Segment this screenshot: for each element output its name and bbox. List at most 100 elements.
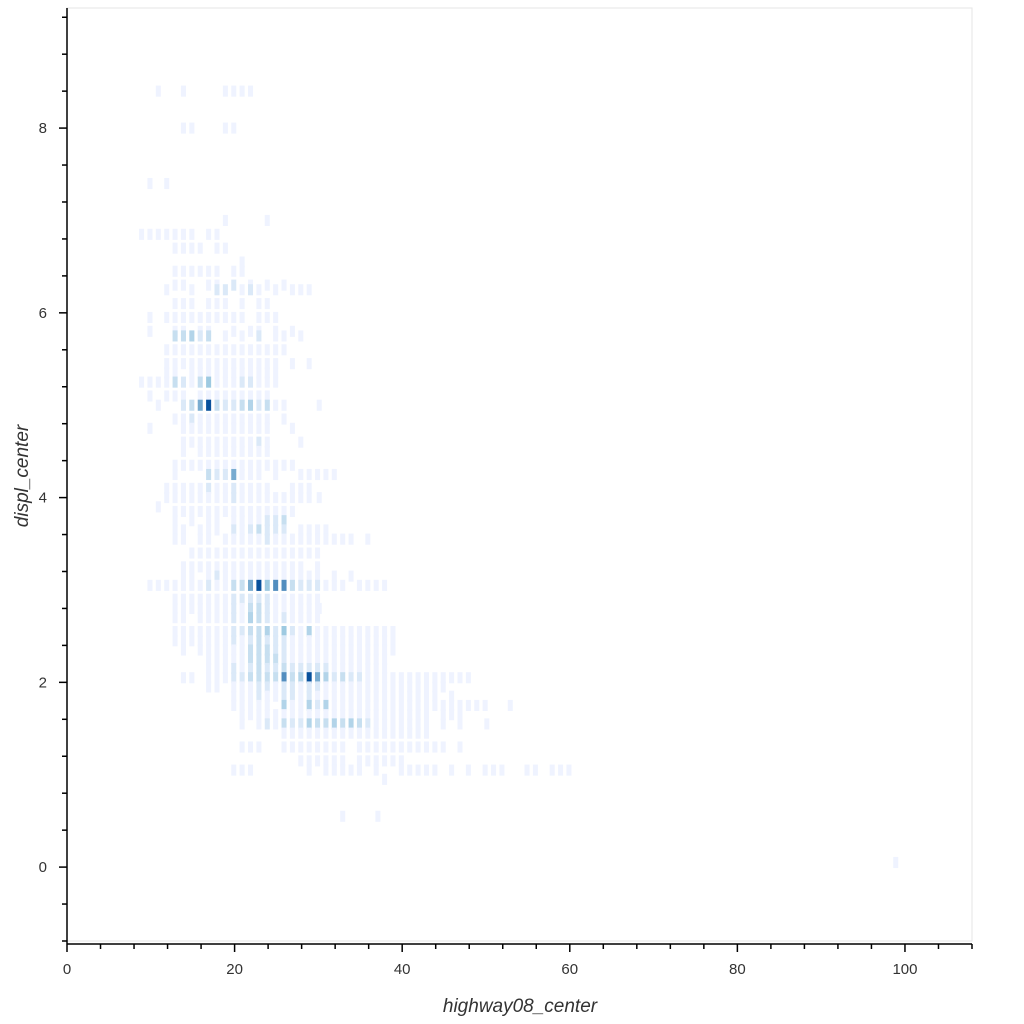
heatmap-cell <box>256 662 262 675</box>
heatmap-cell <box>206 492 212 504</box>
heatmap-cell <box>214 482 220 494</box>
heatmap-cell <box>365 718 371 730</box>
heatmap-cell <box>180 672 186 684</box>
heatmap-cell <box>340 653 346 665</box>
heatmap-cell <box>189 422 195 434</box>
heatmap-cell <box>256 358 262 370</box>
heatmap-cell <box>197 311 203 324</box>
heatmap-cell <box>239 681 245 693</box>
heatmap-cell <box>214 265 220 277</box>
heatmap-cell <box>382 653 388 665</box>
heatmap-cell <box>281 741 287 753</box>
heatmap-cell <box>289 533 295 545</box>
heatmap-cell <box>214 422 220 434</box>
heatmap-cell <box>180 445 186 457</box>
heatmap-cell <box>239 533 245 545</box>
heatmap-cell <box>365 635 371 647</box>
heatmap-cell <box>180 524 186 536</box>
heatmap-cell <box>432 690 438 702</box>
heatmap-cell <box>164 492 170 504</box>
heatmap-cell <box>197 242 203 254</box>
y-tick-label: 2 <box>39 674 47 691</box>
heatmap-cell <box>256 445 262 457</box>
heatmap-cell <box>356 718 362 730</box>
heatmap-cell <box>264 279 270 291</box>
heatmap-cell <box>348 672 354 684</box>
heatmap-cell <box>222 413 228 425</box>
heatmap-cell <box>373 741 379 753</box>
heatmap-cell <box>197 459 203 471</box>
heatmap-cell <box>172 612 178 624</box>
heatmap-cell <box>306 635 312 647</box>
heatmap-cell <box>231 422 237 434</box>
heatmap-cell <box>248 570 254 582</box>
heatmap-cell <box>281 505 287 517</box>
heatmap-cell <box>382 635 388 647</box>
heatmap-cell <box>231 344 237 356</box>
heatmap-cell <box>289 653 295 665</box>
heatmap-cell <box>172 279 178 291</box>
heatmap-cell <box>390 755 396 767</box>
heatmap-cell <box>189 570 195 582</box>
heatmap-cell <box>465 699 471 711</box>
heatmap-cell <box>180 492 186 504</box>
heatmap-cell <box>373 672 379 684</box>
heatmap-cell <box>164 367 170 379</box>
heatmap-cell <box>231 436 237 448</box>
heatmap-cell <box>222 376 228 388</box>
heatmap-cell <box>449 764 455 776</box>
heatmap-cell <box>180 436 186 448</box>
heatmap-cell <box>155 579 161 591</box>
heatmap-cell <box>214 626 220 638</box>
heatmap-cell <box>365 755 371 767</box>
heatmap-cell <box>248 515 254 527</box>
heatmap-cell <box>239 298 245 310</box>
heatmap-cell <box>306 612 312 624</box>
heatmap-cell <box>264 579 270 591</box>
heatmap-cell <box>222 399 228 411</box>
heatmap-cell <box>231 681 237 693</box>
heatmap-cell <box>214 547 220 559</box>
heatmap-cell <box>239 436 245 448</box>
heatmap-cell <box>281 699 287 711</box>
heatmap-cell <box>315 593 321 605</box>
heatmap-cell <box>356 699 362 711</box>
heatmap-cell <box>172 602 178 614</box>
heatmap-cell <box>180 122 186 134</box>
heatmap-cell <box>239 376 245 388</box>
heatmap-cell <box>340 635 346 647</box>
heatmap-cell <box>373 644 379 656</box>
heatmap-cell <box>231 376 237 388</box>
heatmap-cell <box>256 524 262 536</box>
heatmap-cell <box>189 265 195 277</box>
heatmap-cell <box>306 764 312 776</box>
heatmap-cell <box>273 602 279 614</box>
heatmap-cell <box>239 699 245 711</box>
heatmap-cell <box>298 436 304 448</box>
heatmap-cell <box>256 561 262 573</box>
heatmap-cell <box>306 468 312 481</box>
heatmap-cell <box>214 445 220 457</box>
heatmap-cell <box>206 662 212 675</box>
heatmap-cell <box>222 422 228 434</box>
heatmap-cell <box>206 422 212 434</box>
y-tick-label: 4 <box>39 490 47 507</box>
heatmap-cell <box>281 459 287 471</box>
heatmap-cell <box>231 612 237 624</box>
heatmap-cell <box>273 459 279 471</box>
heatmap-cell <box>298 626 304 638</box>
heatmap-cell <box>893 856 899 869</box>
heatmap-cell <box>315 653 321 665</box>
heatmap-cell <box>197 330 203 342</box>
heatmap-cell <box>231 413 237 425</box>
heatmap-cell <box>415 709 421 721</box>
heatmap-cell <box>180 626 186 638</box>
heatmap-cell <box>390 672 396 684</box>
heatmap-cell <box>298 727 304 739</box>
heatmap-cell <box>348 709 354 721</box>
heatmap-cell <box>239 330 245 342</box>
heatmap-cell <box>356 681 362 693</box>
heatmap-cell <box>214 570 220 582</box>
heatmap-cell <box>248 635 254 647</box>
